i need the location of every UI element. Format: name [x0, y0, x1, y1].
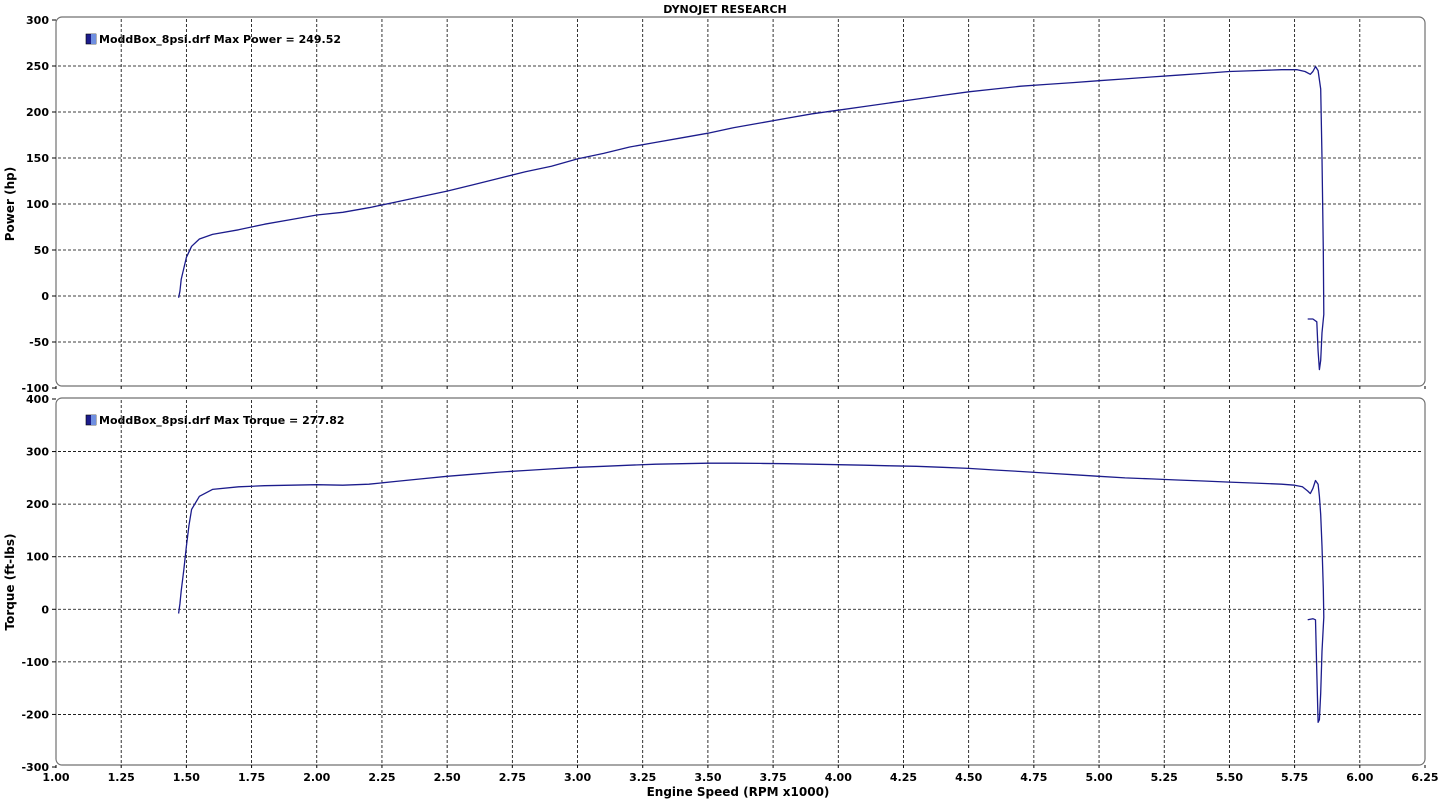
x-tick-label: 3.25	[629, 771, 656, 784]
legend-label: ModdBox_8psi.drf Max Torque = 277.82	[99, 414, 345, 427]
x-tick-label: 4.75	[1020, 771, 1047, 784]
series-line	[177, 462, 1325, 723]
y-tick-label: 250	[26, 60, 49, 73]
legend-swatch-highlight	[91, 34, 96, 44]
x-tick-label: 4.00	[825, 771, 852, 784]
x-tick-label: 1.50	[173, 771, 200, 784]
x-tick-label: 3.50	[694, 771, 721, 784]
y-tick-label: -50	[29, 336, 49, 349]
y-tick-label: 50	[34, 244, 50, 257]
chart-panel-power: 300 250 200 150 100 50 0 -50 -100 Power (hp) ModdB…	[3, 14, 1426, 395]
y-tick-label: 100	[26, 198, 49, 211]
plot-frame	[55, 397, 1426, 766]
x-tick-label: 5.00	[1085, 771, 1112, 784]
chart-title: DYNOJET RESEARCH	[663, 3, 786, 16]
x-tick-label: 6.25	[1411, 771, 1438, 784]
x-tick-label: 5.25	[1151, 771, 1178, 784]
series-line	[177, 65, 1325, 371]
y-axis-title: Torque (ft-lbs)	[3, 534, 17, 631]
y-tick-label: 0	[41, 603, 49, 616]
x-tick-label: 3.75	[760, 771, 787, 784]
plot-frame	[55, 16, 1426, 387]
x-tick-label: 2.75	[499, 771, 526, 784]
y-tick-label: 100	[26, 551, 49, 564]
x-tick-label: 1.00	[42, 771, 69, 784]
x-tick-label: 5.50	[1216, 771, 1243, 784]
x-tick-label: 1.25	[108, 771, 135, 784]
y-tick-label: -100	[21, 382, 49, 395]
x-tick-label: 4.50	[955, 771, 982, 784]
x-tick-label: 2.00	[303, 771, 330, 784]
y-tick-label: 0	[41, 290, 49, 303]
x-tick-label: 6.00	[1346, 771, 1373, 784]
y-tick-label: 400	[26, 393, 49, 406]
legend-label: ModdBox_8psi.drf Max Power = 249.52	[99, 33, 341, 46]
y-tick-label: 150	[26, 152, 49, 165]
x-axis-title: Engine Speed (RPM x1000)	[647, 785, 830, 799]
y-tick-label: -200	[21, 708, 49, 721]
x-tick-label: 2.50	[434, 771, 461, 784]
x-tick-label: 4.25	[890, 771, 917, 784]
y-tick-label: 200	[26, 498, 49, 511]
x-tick-label: 1.75	[238, 771, 265, 784]
y-tick-label: -100	[21, 656, 49, 669]
y-tick-label: 200	[26, 106, 49, 119]
x-tick-label: 5.75	[1281, 771, 1308, 784]
legend-swatch-highlight	[91, 415, 96, 425]
x-tick-label: 3.00	[564, 771, 591, 784]
y-tick-label: 300	[26, 446, 49, 459]
y-tick-label: 300	[26, 14, 49, 27]
y-axis-title: Power (hp)	[3, 167, 17, 241]
x-tick-label: 2.25	[368, 771, 395, 784]
y-tick-label: -300	[21, 761, 49, 774]
